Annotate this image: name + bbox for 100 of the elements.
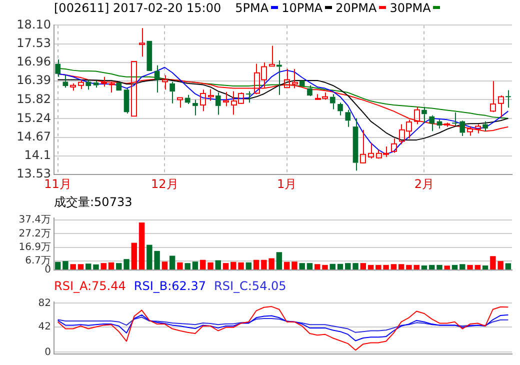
bar	[93, 264, 99, 270]
bar	[322, 264, 328, 270]
bar	[238, 262, 244, 270]
candlestick	[338, 102, 343, 116]
bar	[138, 222, 145, 270]
bar	[482, 265, 488, 270]
candlestick	[460, 121, 466, 137]
candlestick	[246, 90, 252, 104]
x-tick-label: 1月	[276, 176, 297, 191]
bar	[345, 263, 351, 270]
candlestick	[352, 118, 358, 172]
y-tick-label: 27.2万	[18, 228, 51, 240]
candlestick	[124, 88, 130, 114]
bar	[352, 263, 358, 270]
candlestick	[452, 112, 458, 126]
candlestick	[490, 80, 496, 113]
legend-label: 30PMA	[390, 0, 431, 14]
bar	[131, 242, 138, 270]
bar	[467, 264, 473, 270]
bar	[428, 264, 435, 270]
candlestick	[223, 91, 229, 107]
y-tick-label: 18.10	[16, 17, 51, 32]
bar	[230, 262, 236, 270]
bar	[108, 262, 114, 270]
series-label: RSI_A:75.44	[54, 279, 126, 293]
bar	[177, 262, 183, 270]
bar	[54, 262, 61, 270]
legend-label: 20PMA	[336, 0, 377, 14]
candlestick	[215, 92, 221, 116]
chart-title: 成交量:50733	[54, 194, 132, 210]
y-tick-label: 82	[38, 298, 51, 309]
y-tick-label: 16.39	[16, 73, 51, 88]
candlestick	[429, 114, 435, 132]
legend-label: 5PMA	[235, 0, 269, 14]
y-tick-label: 14.67	[16, 129, 51, 144]
candlestick	[109, 81, 115, 94]
candlestick	[101, 76, 107, 88]
bar	[184, 263, 190, 270]
bar	[460, 264, 466, 270]
text: RSI_C:54.05	[214, 279, 286, 293]
bar	[246, 262, 252, 270]
bar	[62, 261, 68, 270]
y-tick-label: 37.4万	[18, 214, 51, 226]
bar	[100, 263, 106, 270]
candlestick	[86, 79, 92, 90]
y-tick-label: 15.24	[16, 110, 51, 125]
bar	[116, 263, 122, 270]
candlestick	[184, 94, 190, 104]
candlestick	[498, 94, 504, 118]
x-tick-label: 12月	[151, 176, 178, 191]
y-tick-label: 0	[44, 346, 51, 358]
candlestick	[482, 120, 488, 132]
bar	[208, 262, 214, 270]
candlestick	[200, 89, 206, 112]
bar	[70, 264, 76, 270]
x-tick-label: 2月	[414, 176, 434, 191]
bar	[398, 264, 404, 270]
bar	[215, 260, 221, 270]
bar	[505, 263, 512, 270]
bar	[314, 264, 320, 270]
y-tick-label: 16.9万	[18, 242, 51, 254]
bar	[78, 264, 84, 270]
y-tick-label: 16.96	[16, 54, 51, 69]
candlestick	[93, 80, 99, 88]
candlestick	[154, 64, 160, 94]
chart-title: [002611] 2017-02-20 15:00	[54, 0, 222, 14]
bar	[253, 260, 260, 270]
bar	[444, 266, 450, 270]
bar	[368, 264, 374, 270]
candlestick	[330, 94, 336, 110]
candlestick	[177, 97, 183, 108]
bar	[276, 252, 282, 270]
bar	[200, 260, 206, 270]
bar	[436, 264, 442, 270]
bar	[390, 264, 397, 270]
bar	[222, 263, 229, 270]
bar	[85, 264, 92, 270]
bar	[452, 264, 458, 270]
bar	[421, 265, 428, 270]
bar	[360, 263, 366, 270]
y-tick-label: 42	[38, 322, 51, 333]
bar	[162, 262, 168, 270]
y-tick-label: 0	[44, 264, 51, 276]
candlestick	[368, 142, 374, 160]
candlestick	[360, 129, 366, 164]
candlestick	[208, 88, 214, 102]
bar	[474, 264, 481, 270]
y-tick-label: 17.53	[16, 36, 51, 50]
bar	[284, 262, 290, 270]
candlestick	[345, 109, 351, 128]
bar	[337, 264, 344, 270]
series-label: RSI_B:62.37	[134, 279, 206, 293]
candlestick	[192, 99, 198, 116]
candlestick	[170, 81, 175, 104]
bar	[169, 256, 176, 270]
bar	[306, 263, 313, 270]
candlestick	[139, 28, 145, 58]
bar	[292, 262, 298, 270]
y-tick-label: 14.1	[24, 148, 51, 162]
candlestick	[422, 106, 427, 124]
